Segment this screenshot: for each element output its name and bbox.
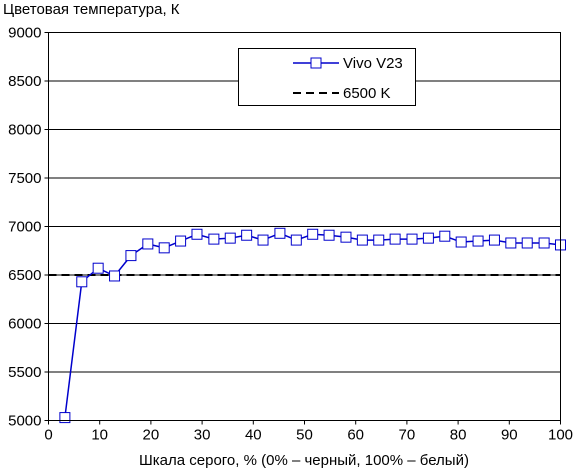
data-point (307, 228, 319, 240)
data-point (224, 232, 236, 244)
data-point (158, 242, 170, 254)
x-tick-label: 90 (501, 427, 518, 444)
data-point (109, 270, 121, 282)
legend: Vivo V23 6500 K (238, 48, 416, 106)
data-point (356, 234, 368, 246)
x-tick-label: 50 (296, 427, 313, 444)
data-point (274, 227, 286, 239)
x-tick-label: 100 (548, 427, 573, 444)
y-tick-label: 7500 (8, 170, 41, 187)
y-axis-title: Цветовая температура, К (3, 1, 180, 18)
data-point (191, 228, 203, 240)
legend-label-6500: 6500 K (343, 85, 391, 102)
data-point (488, 234, 500, 246)
data-point (340, 231, 352, 243)
data-point (422, 232, 434, 244)
data-point (472, 235, 484, 247)
y-tick-label: 8500 (8, 73, 41, 90)
data-point (241, 229, 253, 241)
data-point (406, 233, 418, 245)
x-tick-label: 10 (91, 427, 108, 444)
data-point (323, 229, 335, 241)
legend-label-vivo: Vivo V23 (343, 55, 403, 72)
y-tick-label: 6500 (8, 267, 41, 284)
y-tick-label: 9000 (8, 25, 41, 42)
x-tick-label: 20 (143, 427, 160, 444)
x-tick-label: 80 (450, 427, 467, 444)
data-point (455, 236, 467, 248)
x-tick-label: 70 (399, 427, 416, 444)
data-point (142, 238, 154, 250)
data-point (290, 234, 302, 246)
x-tick-label: 0 (44, 427, 52, 444)
y-ticks: 5000 5500 6000 6500 7000 7500 8000 8500 9000 (8, 25, 49, 430)
data-point (373, 234, 385, 246)
y-tick-label: 7000 (8, 219, 41, 236)
series-line-vivo-v23 (64, 232, 561, 418)
legend-box (238, 48, 416, 106)
x-tick-label: 40 (245, 427, 262, 444)
x-tick-label: 30 (194, 427, 211, 444)
legend-marker-vivo (310, 57, 322, 69)
y-tick-label: 6000 (8, 316, 41, 333)
data-point (125, 250, 137, 262)
data-point (257, 234, 269, 246)
series-layer (48, 227, 566, 424)
data-point (59, 412, 71, 424)
data-point (439, 230, 451, 242)
data-point (208, 233, 220, 245)
x-tick-label: 60 (347, 427, 364, 444)
data-point (175, 235, 187, 247)
data-point (521, 237, 533, 249)
y-tick-label: 5500 (8, 364, 41, 381)
data-point (76, 276, 88, 288)
y-tick-label: 8000 (8, 122, 41, 139)
y-tick-label: 5000 (8, 413, 41, 430)
grid (48, 80, 561, 373)
x-ticks: 0 10 20 30 40 50 60 70 80 90 100 (44, 420, 573, 444)
plot-frame (48, 32, 561, 421)
x-axis-title: Шкала серого, % (0% – черный, 100% – бел… (139, 452, 469, 469)
data-point (505, 237, 517, 249)
data-point (92, 262, 104, 274)
data-point (389, 233, 401, 245)
data-point (538, 237, 550, 249)
